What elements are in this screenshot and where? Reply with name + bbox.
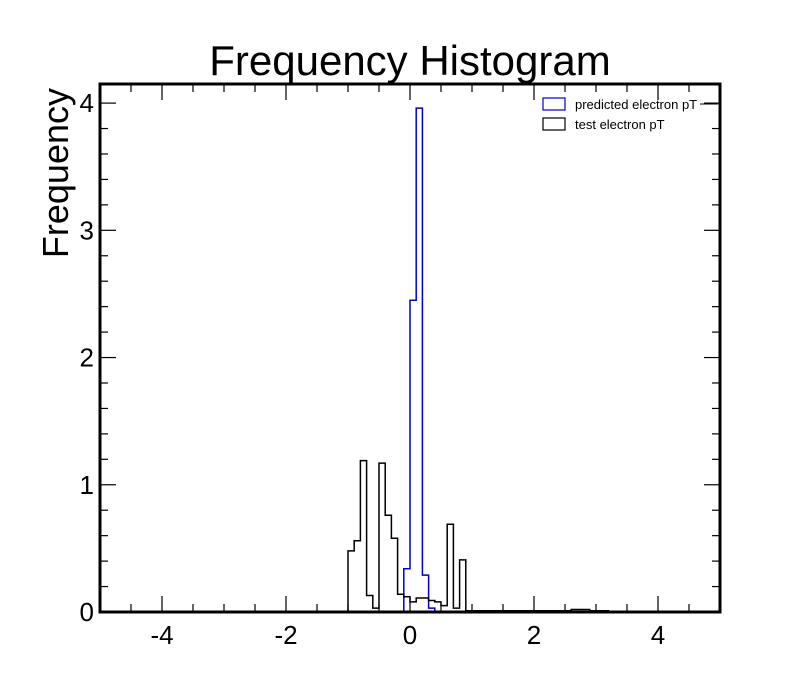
x-tick-label: 2 [527,620,541,650]
legend-swatch [542,117,566,131]
legend: predicted electron pT test electron pT [542,97,718,132]
histogram-bin [416,108,422,612]
legend-item: predicted electron pT [542,97,718,112]
histogram-bin [354,541,360,612]
histogram-bin [429,601,435,612]
histogram-bin [416,598,422,612]
histogram-bin [410,300,416,612]
histogram-bin [391,538,397,612]
x-tick-label: -4 [150,620,173,650]
y-tick-label: 2 [80,343,94,373]
histogram-bin [385,515,391,612]
histogram-bin [379,463,385,612]
axes-layer: -4 -2 0 2 4 0 1 2 3 4 [80,84,721,650]
y-tick-label: 0 [80,597,94,627]
histogram-bin [367,595,373,612]
chart-title: Frequency Histogram [209,37,610,84]
x-tick-label: -2 [274,620,297,650]
x-tick-label: 0 [403,620,417,650]
histogram-bin [435,602,441,612]
legend-label: test electron pT [575,117,665,132]
histogram-bin [460,560,466,612]
histogram-bin [348,551,354,612]
y-tick-label: 1 [80,470,94,500]
y-axis-label: Frequency [35,88,76,258]
histogram-bin [410,602,416,612]
plot-frame [98,82,722,614]
histogram-bin [422,598,428,612]
legend-label: predicted electron pT [575,97,697,112]
histogram-bin [447,524,453,612]
y-tick-label: 4 [80,88,94,118]
histogram-bin [404,597,410,612]
x-tick-label: 4 [651,620,665,650]
legend-item: test electron pT [542,117,665,132]
histogram-bin [360,461,366,612]
y-tick-label: 3 [80,215,94,245]
histogram-bin [398,594,404,612]
legend-swatch [542,97,566,111]
